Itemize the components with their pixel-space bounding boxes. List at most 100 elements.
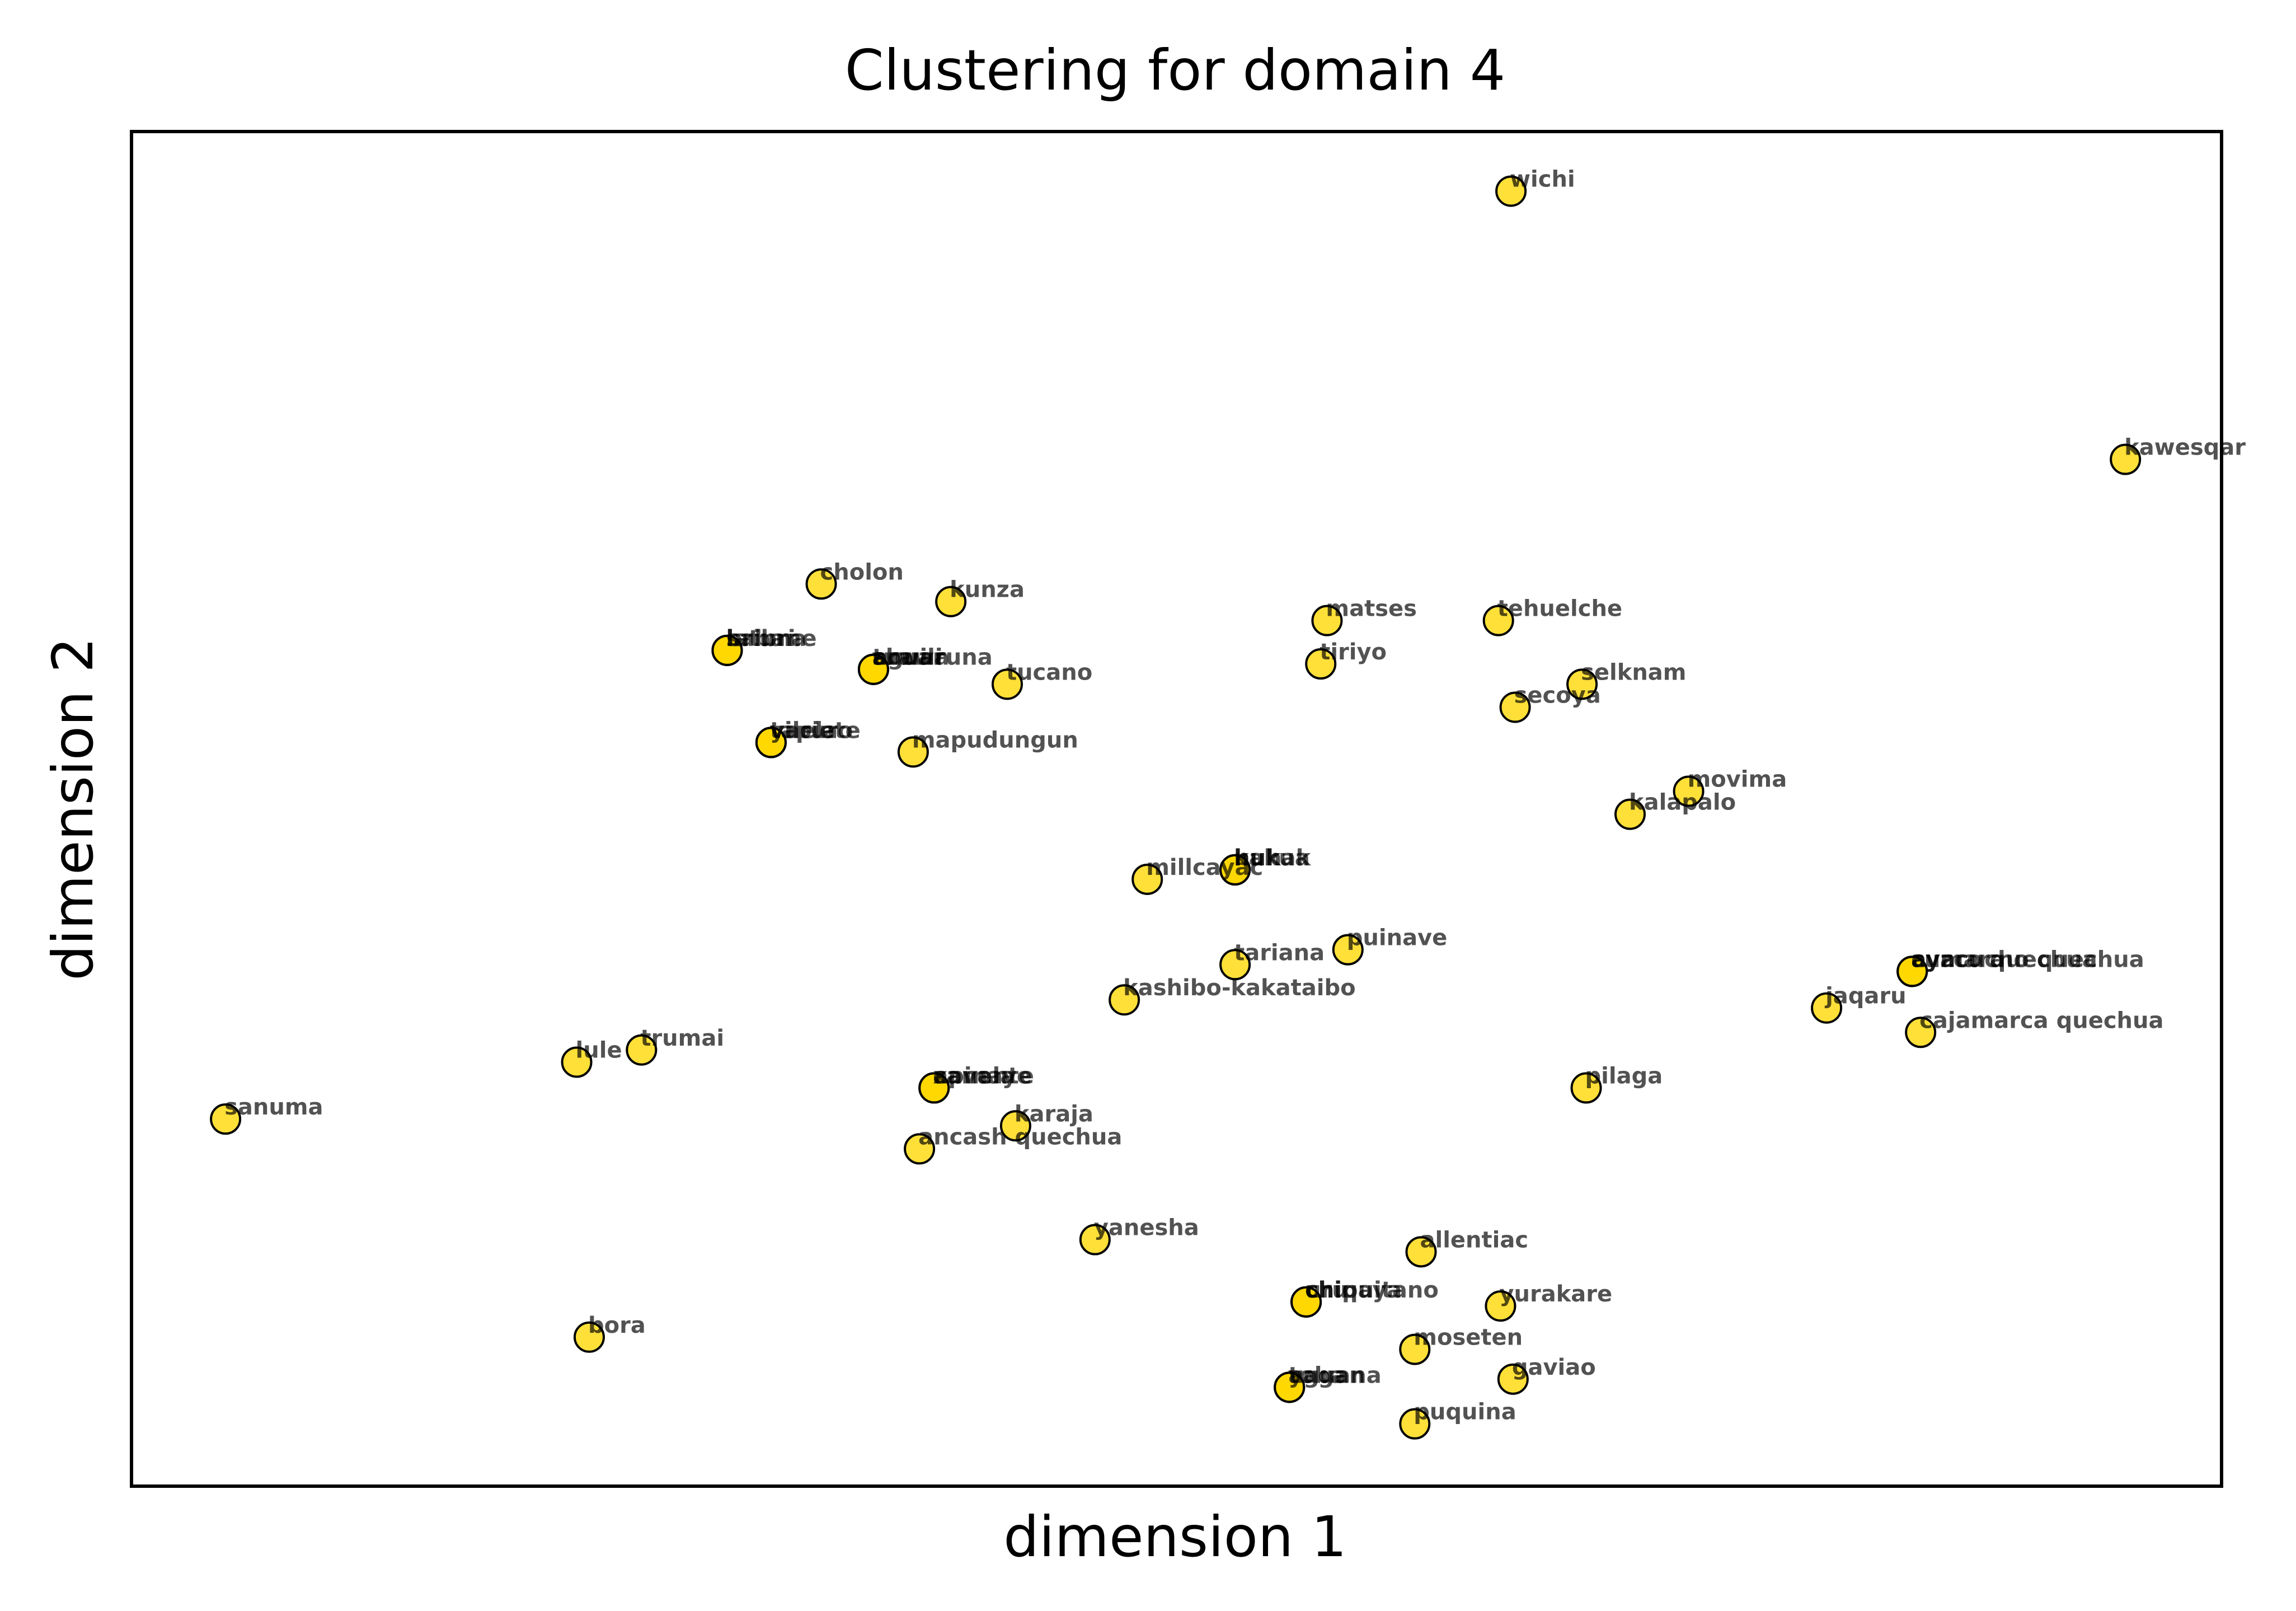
point-label: kawesqar xyxy=(2124,435,2246,461)
point-label: shuar xyxy=(872,645,944,671)
point-label: yaruro xyxy=(770,718,853,743)
data-point xyxy=(1305,648,1337,680)
x-axis-label: dimension 1 xyxy=(1003,1504,1346,1570)
point-label: canela xyxy=(933,1064,1015,1089)
data-point xyxy=(1399,1408,1431,1440)
point-label: cajamarca quechua xyxy=(1919,1008,2163,1033)
data-point xyxy=(1219,949,1251,981)
point-label: ancash quechua xyxy=(918,1124,1122,1150)
data-point xyxy=(2110,443,2142,475)
data-point xyxy=(573,1321,605,1353)
point-label: yurakare xyxy=(1499,1281,1612,1307)
points-layer xyxy=(210,175,2142,1440)
point-label: sabane xyxy=(726,626,816,652)
point-label: tucano xyxy=(1006,659,1092,685)
data-point xyxy=(1673,775,1705,807)
point-label: tariana xyxy=(1234,940,1325,966)
data-point xyxy=(1570,1072,1602,1104)
point-label: toba xyxy=(1288,1362,1345,1388)
point-label: arawa xyxy=(872,645,950,671)
point-label: lule xyxy=(576,1038,622,1064)
point-label: ayacucho quechua xyxy=(1911,947,2144,972)
data-point xyxy=(1109,984,1140,1016)
plot-frame xyxy=(130,130,2223,1488)
point-label: bribri xyxy=(726,626,795,652)
point-label: moseten xyxy=(1414,1325,1523,1351)
data-point xyxy=(1399,1333,1431,1365)
data-point xyxy=(1485,1290,1516,1322)
data-point xyxy=(1311,605,1343,636)
point-label: sanuma xyxy=(224,1094,323,1120)
data-point xyxy=(935,586,967,617)
point-label: vilela xyxy=(770,718,838,743)
point-label: millcayac xyxy=(1146,855,1263,881)
labels-layer: wichi kawesqar cholon kunza matses tehuelche s… xyxy=(224,166,2246,1425)
data-point xyxy=(1405,1236,1437,1268)
point-label: trumai xyxy=(640,1025,724,1051)
data-point xyxy=(1332,934,1364,966)
point-label: yagan xyxy=(1288,1362,1365,1388)
point-label: matses xyxy=(1326,596,1417,622)
point-label: aymara xyxy=(1911,947,2004,972)
point-label: yanesha xyxy=(1094,1215,1199,1241)
point-label: nukak xyxy=(1234,845,1312,871)
point-label: puinave xyxy=(1347,925,1448,951)
chart-title: Clustering for domain 4 xyxy=(845,38,1506,103)
point-label: huh xyxy=(1234,845,1281,871)
data-point xyxy=(999,1110,1031,1142)
point-label: jaqaru xyxy=(1824,984,1907,1009)
point-label: latuna xyxy=(726,626,806,652)
point-label: mapudungun xyxy=(912,727,1078,753)
data-point xyxy=(711,634,743,666)
data-point xyxy=(1905,1017,1937,1048)
data-point xyxy=(561,1046,593,1078)
data-point xyxy=(991,668,1023,700)
point-label: aguana xyxy=(1288,1362,1382,1388)
point-label: tiriyo xyxy=(1320,639,1387,665)
point-label: chipaya xyxy=(1305,1277,1402,1303)
data-point xyxy=(857,653,889,685)
point-label: wichi xyxy=(1510,166,1575,192)
data-point xyxy=(918,1072,950,1104)
point-label: cholon xyxy=(820,559,904,585)
data-point xyxy=(1566,668,1598,700)
point-label: gaviao xyxy=(1512,1355,1596,1380)
point-label: kakua xyxy=(1234,845,1310,871)
point-label: kashibo-kakataibo xyxy=(1123,975,1355,1001)
point-label: xavante xyxy=(933,1064,1034,1089)
point-label: karaja xyxy=(1015,1101,1093,1127)
point-label: pilaga xyxy=(1585,1064,1663,1089)
y-axis-label: dimension 2 xyxy=(40,637,106,980)
data-point xyxy=(1131,863,1163,895)
data-point xyxy=(1482,605,1514,636)
data-point xyxy=(1495,175,1527,207)
point-label: puquina xyxy=(1414,1399,1516,1425)
data-point xyxy=(1614,798,1646,830)
data-point xyxy=(1497,1363,1529,1395)
point-label: apinaye xyxy=(933,1064,1032,1089)
point-label: movima xyxy=(1688,767,1787,793)
point-label: tuwili xyxy=(872,645,943,671)
point-label: allentiac xyxy=(1420,1227,1528,1253)
data-point xyxy=(1274,1371,1306,1403)
point-label: tehuelche xyxy=(1497,596,1622,622)
data-point xyxy=(210,1103,242,1135)
point-label: uru xyxy=(1305,1277,1348,1303)
data-point xyxy=(904,1133,936,1165)
point-label: secoya xyxy=(1514,683,1601,709)
data-point xyxy=(1811,992,1843,1024)
data-point xyxy=(626,1034,658,1066)
point-label: selknam xyxy=(1581,659,1686,685)
point-label: aguaruna xyxy=(872,645,993,671)
data-point xyxy=(1896,956,1928,987)
point-label: kunza xyxy=(950,577,1025,603)
data-point xyxy=(805,568,837,600)
point-label: bora xyxy=(588,1313,646,1338)
data-point xyxy=(1499,691,1531,723)
data-point xyxy=(1079,1224,1111,1256)
point-label: chiquitano xyxy=(1305,1277,1439,1303)
data-point xyxy=(897,736,929,768)
point-label: kalapalo xyxy=(1629,790,1736,816)
data-point xyxy=(1219,854,1251,886)
